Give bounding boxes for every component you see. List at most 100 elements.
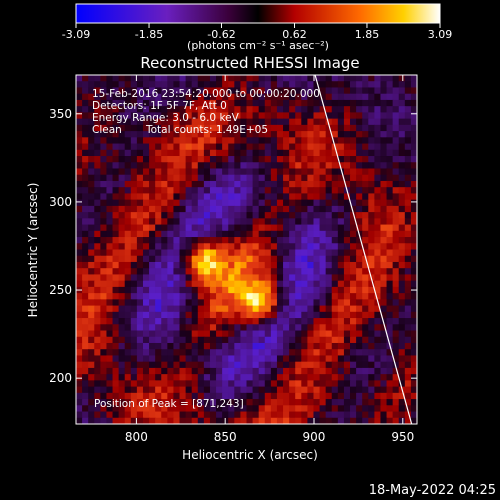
heatmap-cell: [209, 224, 217, 232]
heatmap-cell: [112, 411, 120, 419]
heatmap-cell: [404, 361, 412, 369]
heatmap-cell: [136, 411, 144, 419]
heatmap-cell: [136, 355, 144, 363]
heatmap-cell: [337, 106, 345, 113]
heatmap-cell: [161, 230, 168, 238]
heatmap-cell: [374, 318, 382, 325]
heatmap-cell: [343, 274, 351, 282]
heatmap-cell: [380, 118, 388, 126]
heatmap-cell: [362, 392, 369, 400]
heatmap-cell: [398, 106, 406, 113]
heatmap-cell: [368, 187, 375, 195]
heatmap-cell: [258, 349, 266, 357]
heatmap-cell: [337, 342, 345, 350]
heatmap-cell: [88, 156, 95, 163]
heatmap-cell: [319, 149, 327, 157]
heatmap-cell: [295, 162, 302, 170]
heatmap-cell: [106, 249, 114, 257]
heatmap-cell: [252, 330, 260, 338]
heatmap-cell: [289, 168, 296, 176]
heatmap-cell: [380, 249, 388, 257]
heatmap-cell: [246, 280, 254, 288]
heatmap-cell: [270, 305, 278, 313]
heatmap-cell: [368, 230, 375, 238]
heatmap-cell: [404, 280, 412, 288]
heatmap-cell: [368, 143, 375, 151]
heatmap-cell: [410, 324, 417, 332]
heatmap-cell: [76, 205, 83, 213]
heatmap-cell: [191, 137, 199, 145]
heatmap-cell: [356, 174, 363, 182]
heatmap-cell: [185, 124, 193, 132]
heatmap-cell: [410, 355, 417, 363]
heatmap-cell: [246, 330, 254, 338]
heatmap-cell: [362, 417, 369, 424]
heatmap-cell: [283, 162, 290, 170]
heatmap-cell: [82, 311, 89, 319]
heatmap-cell: [276, 106, 284, 113]
heatmap-cell: [362, 224, 369, 232]
heatmap-cell: [240, 342, 248, 350]
heatmap-cell: [82, 336, 89, 344]
heatmap-cell: [283, 99, 290, 107]
heatmap-cell: [112, 168, 120, 176]
heatmap-cell: [106, 405, 114, 413]
heatmap-cell: [398, 112, 406, 120]
y-tick-label: 350: [49, 107, 72, 121]
heatmap-cell: [331, 255, 339, 263]
heatmap-cell: [350, 305, 357, 313]
heatmap-cell: [197, 230, 205, 238]
heatmap-cell: [124, 417, 132, 424]
heatmap-cell: [173, 224, 181, 232]
heatmap-cell: [203, 218, 211, 226]
heatmap-cell: [197, 81, 205, 89]
heatmap-cell: [124, 280, 132, 288]
heatmap-cell: [252, 75, 260, 82]
heatmap-cell: [350, 106, 357, 113]
heatmap-cell: [313, 112, 321, 120]
heatmap-cell: [106, 318, 114, 325]
heatmap-cell: [258, 392, 266, 400]
heatmap-cell: [94, 255, 101, 263]
heatmap-cell: [246, 305, 254, 313]
heatmap-cell: [404, 162, 412, 170]
heatmap-cell: [325, 392, 333, 400]
heatmap-cell: [136, 399, 144, 406]
heatmap-cell: [410, 87, 417, 95]
heatmap-cell: [118, 180, 126, 188]
heatmap-cell: [289, 286, 296, 294]
heatmap-cell: [179, 417, 187, 424]
heatmap-cell: [404, 149, 412, 157]
heatmap-cell: [319, 380, 327, 388]
heatmap-cell: [124, 131, 132, 138]
heatmap-cell: [240, 75, 248, 82]
heatmap-cell: [295, 286, 302, 294]
heatmap-cell: [362, 286, 369, 294]
heatmap-cell: [167, 374, 175, 381]
heatmap-cell: [246, 237, 254, 244]
heatmap-cell: [130, 124, 138, 132]
heatmap-cell: [124, 180, 132, 188]
heatmap-cell: [276, 162, 284, 170]
heatmap-cell: [173, 268, 181, 276]
heatmap-cell: [228, 311, 235, 319]
heatmap-cell: [240, 168, 248, 176]
heatmap-cell: [313, 212, 321, 219]
heatmap-cell: [325, 280, 333, 288]
heatmap-cell: [76, 149, 83, 157]
heatmap-cell: [88, 106, 95, 113]
heatmap-cell: [283, 224, 290, 232]
heatmap-cell: [319, 405, 327, 413]
heatmap-cell: [258, 237, 266, 244]
heatmap-cell: [222, 205, 229, 213]
heatmap-cell: [209, 218, 217, 226]
heatmap-cell: [386, 349, 394, 357]
heatmap-cell: [264, 99, 272, 107]
heatmap-cell: [331, 81, 339, 89]
heatmap-cell: [142, 286, 150, 294]
heatmap-cell: [258, 193, 266, 201]
heatmap-cell: [155, 286, 162, 294]
heatmap-cell: [392, 224, 400, 232]
heatmap-cell: [331, 112, 339, 120]
heatmap-cell: [307, 311, 315, 319]
